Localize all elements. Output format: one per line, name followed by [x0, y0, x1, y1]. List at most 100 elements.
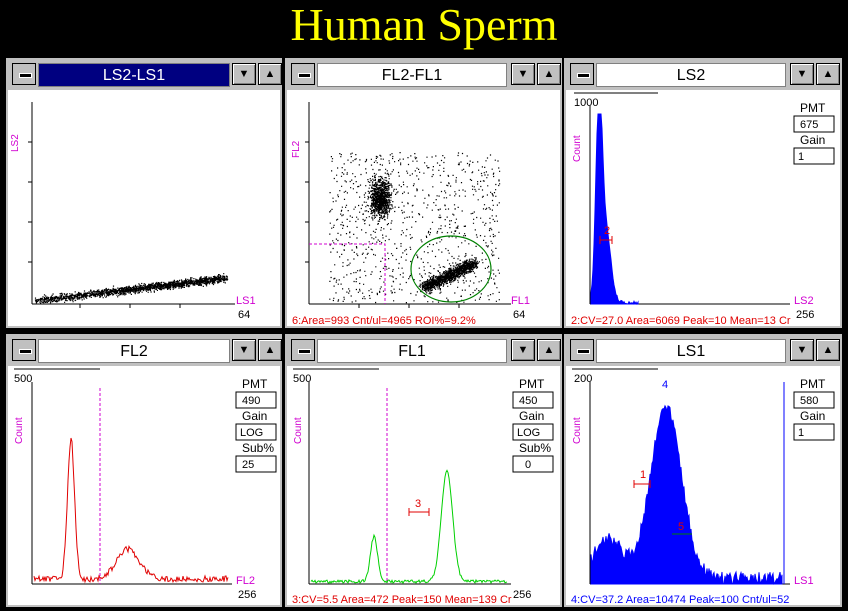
gate-region — [309, 243, 386, 304]
window-title: LS2 — [596, 63, 786, 87]
y-axis-label: Count — [572, 135, 583, 162]
system-menu-icon[interactable] — [291, 339, 315, 361]
scatter-point-cloud — [329, 152, 501, 304]
y-axis-label: LS2 — [10, 134, 21, 152]
minimize-button[interactable]: ▼ — [511, 63, 535, 85]
pmt-value: 450 — [519, 395, 537, 407]
app-title: Human Sperm — [290, 0, 558, 50]
scatter-points — [34, 273, 229, 304]
pmt-label: PMT — [242, 377, 268, 391]
histogram-ls1 — [590, 404, 783, 585]
x-axis-max: 256 — [796, 309, 814, 321]
maximize-button[interactable]: ▲ — [258, 63, 282, 85]
y-axis-label: FL2 — [291, 140, 302, 158]
x-axis-label: FL2 — [236, 575, 255, 587]
y-axis-max: 500 — [14, 373, 32, 385]
window-title: FL2-FL1 — [317, 63, 507, 87]
window-ls2[interactable]: LS2 ▼ ▲ 1000 Count 2 PMT 675 Gain 1 LS2 … — [564, 58, 842, 328]
marker-2 — [599, 236, 613, 244]
gain-value: 1 — [798, 427, 804, 439]
y-axis-max: 500 — [293, 373, 311, 385]
window-title: LS2-LS1 — [38, 63, 230, 87]
title-bar[interactable]: LS2 ▼ ▲ — [566, 60, 840, 90]
x-axis-max: 256 — [238, 589, 256, 601]
title-bar[interactable]: LS2-LS1 ▼ ▲ — [8, 60, 282, 90]
status-footer: 2:CV=27.0 Area=6069 Peak=10 Mean=13 Cr — [571, 315, 791, 326]
pmt-label: PMT — [800, 377, 826, 391]
scatter-point-cloud — [367, 169, 397, 225]
system-menu-icon[interactable] — [570, 63, 594, 85]
x-axis-label: LS2 — [794, 295, 814, 307]
minimize-button[interactable]: ▼ — [232, 63, 256, 85]
y-axis-label: Count — [14, 417, 25, 444]
histogram-fl1 — [310, 469, 508, 585]
window-title: FL2 — [38, 339, 230, 363]
marker-label-1: 1 — [640, 469, 646, 481]
status-footer: 4:CV=37.2 Area=10474 Peak=100 Cnt/ul=52 — [571, 594, 789, 605]
sub-value: 25 — [242, 459, 254, 471]
title-bar[interactable]: FL1 ▼ ▲ — [287, 336, 561, 366]
window-title: FL1 — [317, 339, 507, 363]
plot-area: 200 Count 1 4 5 PMT 580 Gain 1 LS1 4:CV=… — [568, 368, 838, 605]
plot-area: 1000 Count 2 PMT 675 Gain 1 LS2 256 2:CV… — [568, 92, 838, 326]
marker-1 — [633, 480, 651, 488]
title-bar[interactable]: LS1 ▼ ▲ — [566, 336, 840, 366]
plot-area: LS2 LS1 64 — [10, 92, 278, 324]
x-axis-max: 256 — [513, 589, 531, 601]
x-axis-max: 64 — [513, 309, 525, 321]
y-axis-max: 200 — [574, 373, 592, 385]
window-fl1[interactable]: FL1 ▼ ▲ 500 Count 3 PMT 450 Gain LOG Sub… — [285, 334, 562, 607]
title-bar[interactable]: FL2-FL1 ▼ ▲ — [287, 60, 561, 90]
histogram-ls2 — [590, 113, 639, 306]
window-ls2-ls1[interactable]: LS2-LS1 ▼ ▲ LS2 LS1 64 — [6, 58, 282, 328]
plot-area: 500 Count 3 PMT 450 Gain LOG Sub% 0 256 … — [289, 368, 558, 605]
y-axis-label: Count — [572, 417, 583, 444]
pmt-label: PMT — [800, 101, 826, 115]
x-axis-max: 64 — [238, 309, 250, 321]
scatter-point-cloud — [34, 273, 229, 304]
title-bar[interactable]: FL2 ▼ ▲ — [8, 336, 282, 366]
minimize-button[interactable]: ▼ — [790, 339, 814, 361]
gain-value: 1 — [798, 151, 804, 163]
gain-value: LOG — [240, 427, 263, 439]
gain-label: Gain — [800, 409, 825, 423]
minimize-button[interactable]: ▼ — [790, 63, 814, 85]
minimize-button[interactable]: ▼ — [511, 339, 535, 361]
system-menu-icon[interactable] — [570, 339, 594, 361]
window-fl2[interactable]: FL2 ▼ ▲ 500 Count PMT 490 Gain LOG Sub% … — [6, 334, 282, 607]
window-title: LS1 — [596, 339, 786, 363]
maximize-button[interactable]: ▲ — [537, 63, 561, 85]
system-menu-icon[interactable] — [291, 63, 315, 85]
marker-label-5: 5 — [678, 521, 684, 533]
maximize-button[interactable]: ▲ — [537, 339, 561, 361]
scatter-points — [329, 152, 501, 304]
sub-label: Sub% — [242, 441, 274, 455]
status-footer: 3:CV=5.5 Area=472 Peak=150 Mean=139 Cr — [292, 594, 512, 605]
window-ls1[interactable]: LS1 ▼ ▲ 200 Count 1 4 5 PMT 580 Gain 1 L… — [564, 334, 842, 607]
y-axis-label: Count — [293, 417, 304, 444]
roi-ellipse — [410, 235, 492, 303]
status-footer: 6:Area=993 Cnt/ul=4965 ROI%=9.2% — [292, 315, 476, 326]
x-axis-label: LS1 — [794, 575, 814, 587]
maximize-button[interactable]: ▲ — [816, 339, 840, 361]
pmt-label: PMT — [519, 377, 545, 391]
scatter-point-cloud — [418, 257, 480, 295]
marker-label-2: 2 — [604, 225, 610, 237]
system-menu-icon[interactable] — [12, 63, 36, 85]
gain-label: Gain — [242, 409, 267, 423]
gain-label: Gain — [800, 133, 825, 147]
x-axis-label: FL1 — [511, 295, 530, 307]
system-menu-icon[interactable] — [12, 339, 36, 361]
maximize-button[interactable]: ▲ — [816, 63, 840, 85]
marker-label-3: 3 — [415, 498, 421, 510]
sub-value: 0 — [525, 459, 531, 471]
plot-area: FL2 FL1 64 6:Area=993 Cnt/ul=4965 ROI%=9… — [289, 92, 558, 326]
window-fl2-fl1[interactable]: FL2-FL1 ▼ ▲ FL2 FL1 64 6:Area=993 Cnt/ul… — [285, 58, 562, 328]
marker-3 — [408, 508, 430, 516]
pmt-value: 490 — [242, 395, 260, 407]
minimize-button[interactable]: ▼ — [232, 339, 256, 361]
maximize-button[interactable]: ▲ — [258, 339, 282, 361]
marker-label-4: 4 — [662, 379, 668, 391]
pmt-value: 675 — [800, 119, 818, 131]
histogram-fl2 — [33, 437, 229, 584]
